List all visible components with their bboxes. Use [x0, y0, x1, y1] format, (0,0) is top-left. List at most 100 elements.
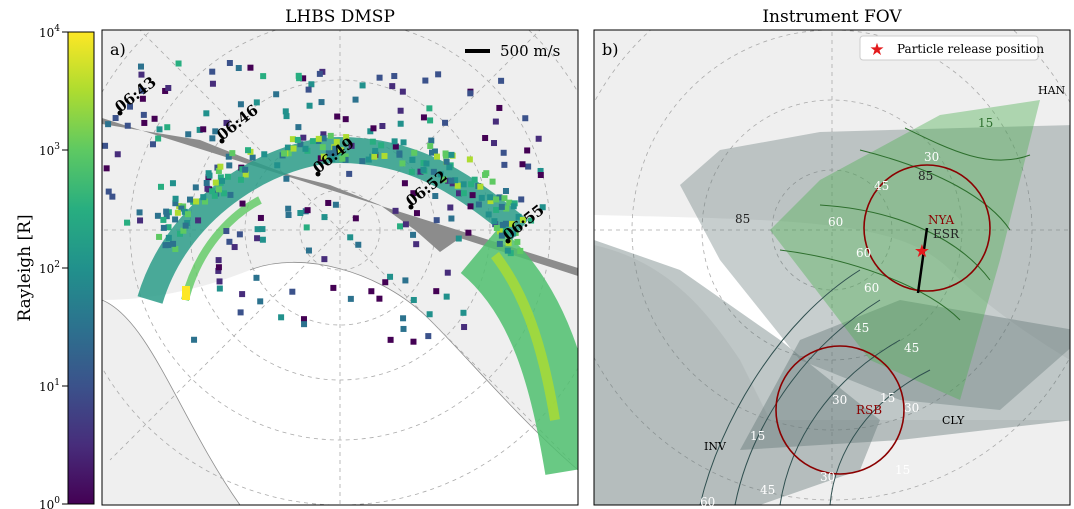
panel-b: Instrument FOV ★: [593, 7, 1071, 509]
aurora-pixel: [300, 316, 307, 323]
aurora-pixel: [389, 83, 396, 90]
aurora-pixel: [400, 325, 407, 332]
aurora-pixel: [348, 142, 355, 149]
aurora-pixel: [483, 170, 490, 177]
aurora-pixel: [160, 224, 167, 231]
aurora-pixel: [151, 115, 158, 122]
aurora-pixel: [359, 158, 366, 165]
aurora-pixel: [282, 108, 289, 115]
contour-label: 30: [904, 401, 919, 415]
aurora-pixel: [229, 150, 236, 157]
aurora-pixel: [347, 234, 354, 241]
aurora-pixel: [165, 224, 172, 231]
aurora-pixel: [308, 81, 315, 88]
aurora-pixel: [300, 134, 307, 141]
aurora-pixel: [211, 192, 218, 199]
aurora-pixel: [535, 135, 542, 142]
aurora-pixel: [460, 309, 467, 316]
aurora-pixel: [539, 204, 546, 211]
contour-label: 60: [828, 215, 843, 229]
aurora-pixel: [455, 190, 462, 197]
aurora-pixel: [172, 246, 179, 253]
aurora-pixel: [387, 273, 394, 280]
aurora-pixel: [237, 101, 244, 108]
aurora-pixel: [359, 82, 366, 89]
contour-label: 60: [856, 246, 871, 260]
station-inv: INV: [704, 440, 727, 453]
colorbar: 104 103 102 101 100 Rayleigh [R]: [15, 24, 95, 509]
aurora-pixel: [215, 186, 222, 193]
rsb-circle: [775, 345, 905, 475]
colorbar-tick-label: 101: [39, 378, 60, 394]
colorbar-tick-label: 100: [39, 496, 60, 509]
aurora-pixel: [487, 198, 494, 205]
aurora-pixel: [182, 222, 189, 229]
aurora-pixel: [216, 285, 223, 292]
aurora-pixel: [283, 113, 290, 120]
aurora-pixel: [184, 211, 191, 218]
aurora-pixel: [325, 150, 332, 157]
aurora-pixel: [468, 181, 475, 188]
aurora-pixel: [278, 314, 285, 321]
aurora-pixel: [209, 80, 216, 87]
aurora-pixel: [413, 241, 420, 248]
aurora-pixel: [337, 147, 344, 154]
contour-label: 60: [864, 281, 879, 295]
contour-label: 85: [735, 212, 750, 226]
aurora-pixel: [352, 215, 359, 222]
aurora-pixel: [400, 315, 407, 322]
aurora-pixel: [165, 234, 172, 241]
station-cly: CLY: [942, 414, 965, 427]
aurora-pixel: [369, 138, 376, 145]
aurora-pixel: [180, 227, 187, 234]
aurora-pixel: [342, 156, 349, 163]
aurora-pixel: [290, 145, 297, 152]
aurora-pixel: [370, 125, 377, 132]
aurora-pixel: [212, 179, 219, 186]
legend-box: [859, 35, 1039, 61]
aurora-pixel: [392, 143, 399, 150]
aurora-pixel: [285, 205, 292, 212]
aurora-pixel: [515, 213, 522, 220]
aurora-pixel: [259, 236, 266, 243]
station-rsb: RSB: [856, 403, 882, 417]
aurora-pixel: [216, 278, 223, 285]
aurora-pixel: [528, 217, 535, 224]
aurora-pixel: [257, 214, 264, 221]
aurora-pixel: [254, 235, 261, 242]
aurora-pixel: [259, 226, 266, 233]
aurora-pixel: [174, 209, 181, 216]
aurora-pixel: [448, 177, 455, 184]
aurora-pixel: [443, 293, 450, 300]
aurora-pixel: [320, 131, 327, 138]
aurora-pixel: [224, 173, 231, 180]
aurora-pixel: [105, 188, 112, 195]
aurora-pixel: [205, 170, 212, 177]
elevation-contours-dark: [699, 269, 931, 505]
aurora-pixel: [226, 60, 233, 67]
aurora-pixel: [319, 144, 326, 151]
aurora-pixel: [239, 200, 246, 207]
aurora-pixel: [212, 128, 219, 135]
aurora-pixel: [501, 161, 508, 168]
aurora-pixel: [422, 77, 429, 84]
aurora-pixel: [491, 140, 498, 147]
colorbar-tick-label: 103: [39, 142, 60, 158]
aurora-pixel: [329, 156, 336, 163]
aurora-pixel: [444, 269, 451, 276]
contour-label: 15: [750, 429, 765, 443]
aurora-pixel: [219, 177, 226, 184]
aurora-pixel: [397, 223, 404, 230]
aurora-pixel: [339, 155, 346, 162]
aurora-pixel: [504, 247, 511, 254]
aurora-pixel: [178, 205, 185, 212]
aurora-pixel: [281, 150, 288, 157]
aurora-pixel: [285, 212, 292, 219]
aurora-pixel: [257, 298, 264, 305]
aurora-pixel: [170, 240, 177, 247]
aurora-pixel: [333, 138, 340, 145]
fov-radar-3: [740, 300, 1070, 450]
aurora-pixel: [493, 225, 500, 232]
aurora-pixel: [467, 90, 474, 97]
